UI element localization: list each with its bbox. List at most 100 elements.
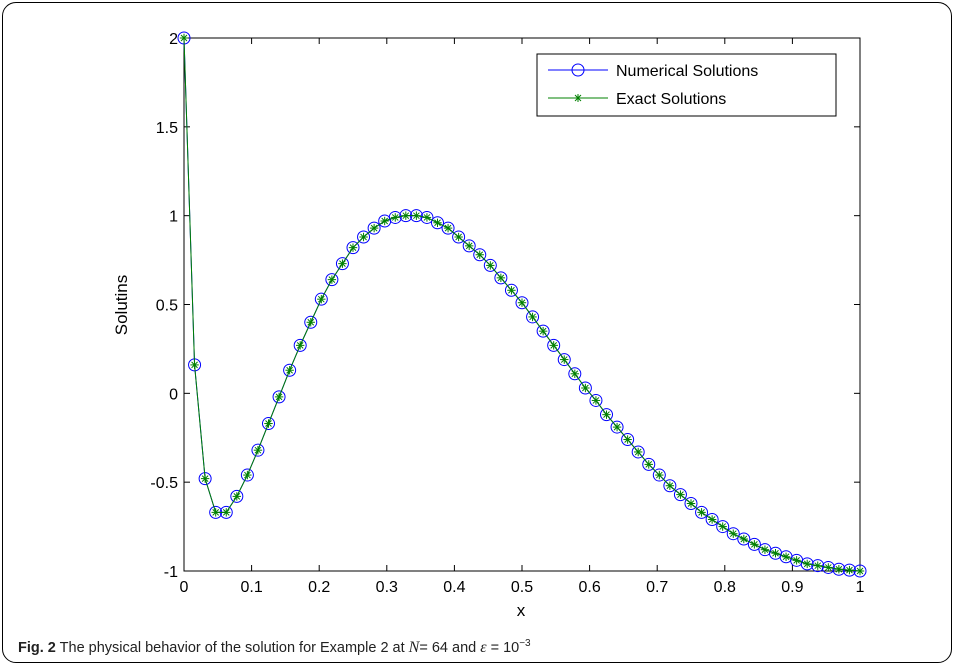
data-point-exact	[190, 360, 199, 370]
data-point-exact	[200, 474, 210, 483]
x-tick-labels: 0 0.1 0.2 0.3 0.4 0.5 0.6 0.7 0.8 0.9 1	[180, 579, 865, 596]
data-point-exact	[718, 522, 727, 531]
data-point-exact	[274, 392, 284, 402]
y-axis-label: Solutins	[112, 275, 131, 335]
legend-marker-numerical	[571, 63, 585, 77]
y-tick-label: -1	[164, 564, 178, 581]
axis-ticks	[183, 37, 861, 572]
data-point-exact	[454, 232, 463, 242]
data-point-exact	[834, 565, 844, 574]
data-point-exact	[612, 422, 622, 432]
data-point-numerical	[262, 417, 275, 431]
data-point-exact	[560, 355, 569, 364]
data-point-numerical	[547, 338, 561, 352]
data-point-numerical	[695, 505, 709, 519]
data-point-numerical	[526, 310, 540, 324]
data-point-exact	[581, 383, 590, 393]
data-point-exact	[855, 566, 865, 576]
data-point-exact	[507, 286, 516, 295]
y-tick-label: 0.5	[156, 298, 178, 315]
data-point-exact	[327, 275, 337, 284]
data-point-exact	[739, 534, 749, 544]
data-point-numerical	[684, 496, 698, 510]
data-point-numerical	[832, 562, 846, 576]
data-point-numerical	[251, 443, 265, 457]
caption-eps-symbol: ε	[480, 638, 487, 656]
data-point-exact	[813, 561, 822, 570]
data-point-exact	[232, 492, 242, 501]
data-point-numerical	[346, 241, 360, 255]
data-point-exact	[771, 549, 780, 558]
chart: 0 0.1 0.2 0.3 0.4 0.5 0.6 0.7 0.8 0.9 1 -1 -0.5 0 0.5…	[112, 31, 867, 620]
data-point-exact	[644, 460, 653, 469]
data-point-exact	[222, 508, 231, 517]
data-point-numerical	[240, 468, 254, 482]
legend-marker-exact	[574, 94, 582, 102]
data-point-exact	[802, 559, 812, 569]
data-point-numerical	[652, 468, 666, 482]
x-tick-label: 0.2	[308, 579, 330, 596]
data-point-numerical	[367, 221, 381, 235]
data-point-exact	[602, 410, 611, 419]
legend: Numerical Solutions Exact Solutions	[536, 53, 837, 117]
data-point-numerical	[452, 230, 466, 244]
data-point-exact	[665, 481, 675, 490]
x-tick-label: 0.4	[443, 579, 465, 596]
data-point-exact	[211, 508, 220, 517]
data-point-exact	[348, 243, 358, 252]
data-point-exact	[697, 508, 706, 517]
data-point-exact	[792, 556, 801, 565]
data-point-exact	[243, 470, 252, 480]
y-tick-label: 1.5	[156, 120, 178, 137]
data-point-numerical	[388, 210, 402, 224]
data-point-numerical	[462, 239, 476, 253]
data-point-exact	[538, 326, 548, 336]
data-point-numerical	[335, 257, 349, 271]
data-point-numerical	[800, 557, 814, 571]
data-point-exact	[707, 515, 717, 524]
data-point-exact	[824, 563, 833, 572]
data-point-exact	[317, 294, 326, 304]
data-point-exact	[306, 318, 315, 327]
data-point-exact	[295, 341, 305, 350]
data-point-numerical	[663, 479, 677, 493]
caption-n-value: = 64	[419, 639, 448, 656]
y-tick-label: 2	[169, 31, 178, 48]
x-tick-label: 0.8	[714, 579, 736, 596]
data-point-exact	[391, 213, 400, 222]
data-point-numerical	[230, 489, 244, 503]
data-point-exact	[760, 545, 770, 554]
data-point-numerical	[642, 457, 656, 471]
data-point-numerical	[842, 563, 856, 577]
data-point-numerical	[705, 512, 719, 526]
data-point-numerical	[726, 527, 740, 541]
data-point-exact	[591, 396, 601, 405]
x-tick-label: 0	[180, 579, 189, 596]
data-point-exact	[729, 529, 738, 538]
data-point-numerical	[536, 324, 550, 338]
y-tick-label: -0.5	[150, 475, 178, 492]
data-point-exact	[475, 250, 484, 259]
y-tick-label: 0	[169, 386, 178, 403]
data-point-exact	[623, 435, 632, 444]
data-point-numerical	[853, 564, 867, 578]
x-tick-label: 1	[856, 579, 865, 596]
data-point-numerical	[737, 532, 751, 546]
data-point-numerical	[610, 420, 624, 434]
x-tick-label: 0.6	[578, 579, 600, 596]
data-point-exact	[179, 33, 189, 43]
x-tick-label: 0.5	[511, 579, 533, 596]
data-point-numerical	[811, 559, 825, 573]
series-layer	[177, 31, 867, 578]
data-point-numerical	[557, 353, 571, 367]
data-point-numerical	[441, 221, 455, 235]
data-point-numerical	[578, 381, 592, 395]
data-point-exact	[633, 447, 643, 457]
data-point-numerical	[272, 390, 286, 404]
data-point-numerical	[293, 338, 307, 352]
data-point-exact	[549, 341, 558, 350]
x-tick-label: 0.3	[376, 579, 398, 596]
y-tick-label: 1	[169, 209, 178, 226]
legend-label-numerical: Numerical Solutions	[616, 63, 758, 80]
data-point-numerical	[420, 210, 434, 224]
